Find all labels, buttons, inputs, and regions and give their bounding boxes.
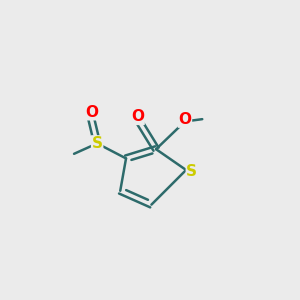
Text: O: O (85, 105, 98, 120)
Text: S: S (186, 164, 197, 178)
Text: O: O (178, 112, 191, 127)
Text: O: O (131, 109, 144, 124)
Text: S: S (92, 136, 103, 151)
